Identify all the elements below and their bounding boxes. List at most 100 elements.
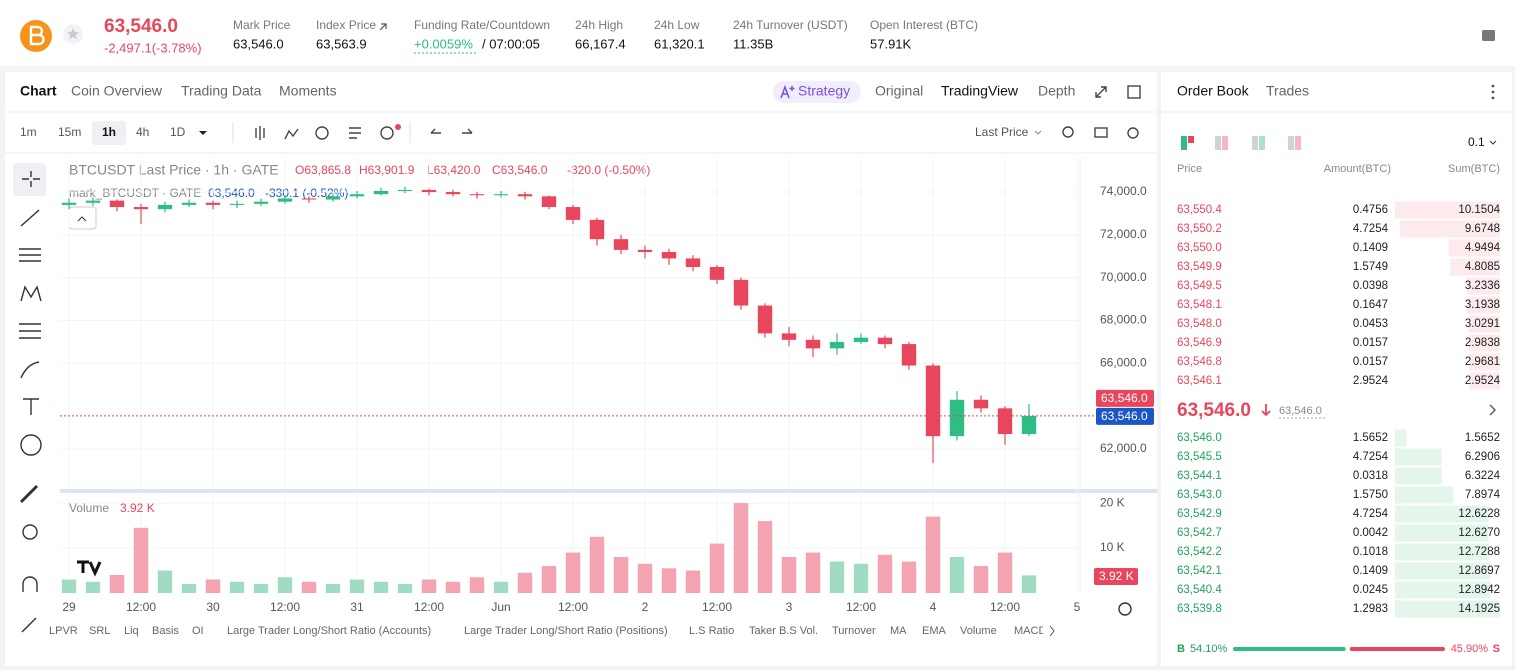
candle-body	[733, 279, 749, 306]
y-tick-label: 74,000.0	[1100, 184, 1147, 198]
indicator-tab[interactable]: LPVR	[49, 625, 78, 637]
volume-bar	[805, 552, 821, 593]
x-tick-label: 31	[350, 600, 364, 614]
candle-body	[805, 339, 821, 349]
pattern-tool[interactable]	[20, 285, 42, 302]
strategy-pill[interactable]	[773, 81, 861, 103]
book-sum: 9.6748	[1465, 223, 1500, 235]
candle-body	[829, 341, 845, 349]
depth-bar	[1395, 600, 1500, 618]
price-type[interactable]: Last Price	[975, 125, 1029, 139]
interval[interactable]: 1D	[170, 125, 186, 139]
chart-tab[interactable]: Moments	[279, 83, 337, 99]
indicator-tab[interactable]: Large Trader Long/Short Ratio (Accounts)	[227, 625, 431, 637]
emoji-tool[interactable]	[20, 434, 42, 456]
indicator-tab[interactable]: EMA	[922, 625, 947, 637]
dropdown-arrow[interactable]	[199, 131, 207, 135]
book-sum: 12.8697	[1458, 565, 1500, 577]
chart-tab[interactable]: Chart	[20, 83, 57, 99]
template-icon[interactable]	[349, 127, 361, 139]
volume-bar	[397, 584, 413, 593]
indicator-tab[interactable]: L.S Ratio	[689, 625, 734, 637]
indicator-tab[interactable]: MA	[890, 625, 907, 637]
dropdown-arrow[interactable]	[1034, 130, 1042, 135]
panel-icon[interactable]	[1482, 30, 1495, 41]
indicator-tab[interactable]: Volume	[960, 625, 997, 637]
magnet-tool[interactable]	[22, 576, 38, 592]
window-icon[interactable]	[1127, 85, 1141, 99]
depth-bar	[1466, 277, 1500, 295]
volume-bar	[469, 577, 485, 593]
more-icon[interactable]	[1491, 84, 1495, 100]
fib-tool[interactable]	[19, 323, 41, 339]
scroll-arrow[interactable]	[1049, 625, 1055, 637]
candle-body	[565, 207, 581, 220]
indicator-tab[interactable]: OI	[192, 625, 204, 637]
book-sum: 6.2906	[1465, 451, 1500, 463]
interval[interactable]: 15m	[58, 125, 81, 139]
zoom-tool[interactable]	[22, 524, 38, 540]
depth-bar	[1448, 239, 1500, 257]
stat-value: +0.0059%	[414, 36, 473, 51]
axis-settings[interactable]	[1118, 602, 1132, 616]
replay-icon[interactable]	[315, 126, 329, 140]
interval[interactable]: 1h	[102, 125, 116, 139]
candle-body	[469, 194, 485, 196]
y-tick-label: 72,000.0	[1100, 227, 1147, 241]
undo-icon[interactable]	[430, 128, 441, 134]
camera-icon[interactable]	[1094, 127, 1108, 138]
fullscreen-icon[interactable]	[1095, 86, 1107, 98]
channel-tool[interactable]	[19, 248, 41, 262]
indicator-tab[interactable]: Liq	[124, 625, 139, 637]
indicator-tab[interactable]: Turnover	[832, 625, 876, 637]
book-amount: 0.0157	[1353, 337, 1388, 349]
interval[interactable]: 1m	[20, 125, 37, 139]
volume-bar	[349, 579, 365, 593]
indicator-tab[interactable]: Large Trader Long/Short Ratio (Positions…	[464, 625, 668, 637]
stat-value: / 07:00:05	[482, 36, 540, 51]
candle-body	[325, 196, 341, 200]
book-view-icon[interactable]	[1181, 136, 1187, 150]
view-tab[interactable]: Depth	[1038, 83, 1075, 99]
candle-icon[interactable]	[255, 126, 265, 140]
volume-bar	[733, 503, 749, 593]
chart-tab[interactable]: Coin Overview	[71, 83, 163, 99]
add-icon[interactable]	[380, 126, 394, 140]
volume-bar	[1021, 575, 1037, 593]
candle-body	[661, 252, 677, 259]
crosshair-tool[interactable]	[22, 171, 40, 187]
x-tick-label: 2	[642, 600, 649, 614]
chart-tab[interactable]: Trading Data	[181, 83, 262, 99]
book-view-icon[interactable]	[1215, 136, 1294, 150]
book-price: 63,546.9	[1177, 337, 1222, 349]
pen-tool[interactable]	[21, 617, 37, 633]
candle-body	[229, 203, 245, 205]
book-amount: 1.2983	[1353, 603, 1388, 615]
strategy-icon	[780, 84, 795, 99]
indicator-icon[interactable]	[284, 128, 299, 140]
redo-icon[interactable]	[462, 128, 473, 134]
indicator-tab[interactable]: MACD	[1014, 625, 1046, 637]
text-tool[interactable]	[23, 398, 39, 415]
ruler-tool[interactable]	[19, 484, 39, 504]
precision[interactable]: 0.1	[1468, 135, 1485, 149]
interval[interactable]: 4h	[136, 125, 149, 139]
depth-bar	[1469, 353, 1500, 371]
line-tool[interactable]	[20, 209, 40, 227]
book-tab[interactable]: Order Book	[1177, 83, 1250, 99]
book-tab[interactable]: Trades	[1266, 83, 1309, 99]
chevron[interactable]	[1489, 404, 1496, 416]
indicator-tab[interactable]: SRL	[89, 625, 110, 637]
view-tab[interactable]: Original	[875, 83, 923, 99]
view-tab[interactable]: TradingView	[941, 83, 1019, 99]
volume-bar	[565, 552, 581, 593]
book-amount: 2.9524	[1353, 375, 1389, 387]
indicator-tab[interactable]: Basis	[152, 625, 179, 637]
settings-icon[interactable]	[1127, 127, 1139, 139]
search-icon[interactable]	[1062, 126, 1074, 138]
book-sum: 2.9838	[1465, 337, 1500, 349]
brush-tool[interactable]	[20, 361, 40, 379]
dropdown-arrow[interactable]	[1489, 140, 1497, 145]
indicator-tab[interactable]: Taker B.S Vol.	[749, 625, 818, 637]
strategy-button[interactable]: Strategy	[798, 83, 850, 99]
